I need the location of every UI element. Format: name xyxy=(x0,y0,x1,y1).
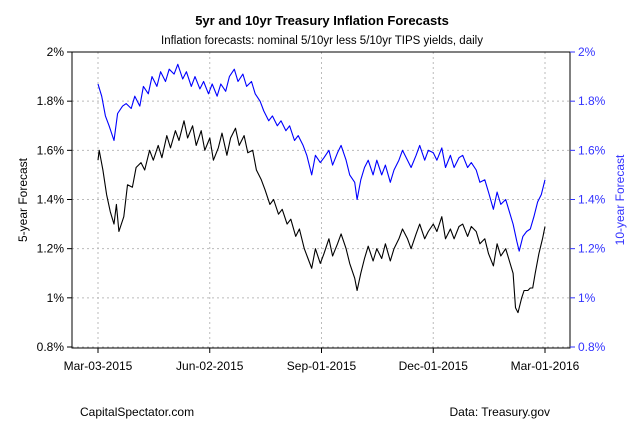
series-layer xyxy=(97,63,546,314)
x-tick-label: Dec-01-2015 xyxy=(399,359,469,373)
x-tick-label: Mar-01-2016 xyxy=(511,359,580,373)
x-tick-label: Sep-01-2015 xyxy=(287,359,357,373)
y-tick-label-right: 2% xyxy=(578,45,596,59)
series-line-10yr xyxy=(97,63,546,252)
axis-layer: 0.8% 0.8% 1% 1% 1.2% 1.2% 1.4% 1.4% 1.6% 1.6% 1.8%… xyxy=(37,45,606,373)
y-tick-label-left: 1.6% xyxy=(37,143,65,157)
y-tick-label-right: 0.8% xyxy=(578,340,606,354)
y-tick-label-right: 1.2% xyxy=(578,242,606,256)
y-axis-left-label: 5-year Forecast xyxy=(16,157,30,242)
y-tick-label-right: 1.6% xyxy=(578,143,606,157)
y-tick-label-left: 0.8% xyxy=(37,340,65,354)
y-tick-label-left: 1.4% xyxy=(37,193,65,207)
footer-source-left: CapitalSpectator.com xyxy=(80,405,194,419)
y-tick-label-left: 1.8% xyxy=(37,94,65,108)
series-line-5yr xyxy=(97,120,546,314)
y-tick-label-left: 2% xyxy=(47,45,65,59)
chart-subtitle: Inflation forecasts: nominal 5/10yr less… xyxy=(161,35,483,47)
y-tick-label-left: 1% xyxy=(47,291,65,305)
y-tick-label-left: 1.2% xyxy=(37,242,65,256)
chart-title: 5yr and 10yr Treasury Inflation Forecast… xyxy=(195,13,449,28)
y-axis-right-label: 10-year Forecast xyxy=(613,154,627,245)
y-tick-label-right: 1.8% xyxy=(578,94,606,108)
x-tick-label: Mar-03-2015 xyxy=(64,359,133,373)
footer-source-right: Data: Treasury.gov xyxy=(450,405,551,419)
x-tick-label: Jun-02-2015 xyxy=(176,359,244,373)
y-tick-label-right: 1% xyxy=(578,291,596,305)
y-tick-label-right: 1.4% xyxy=(578,193,606,207)
